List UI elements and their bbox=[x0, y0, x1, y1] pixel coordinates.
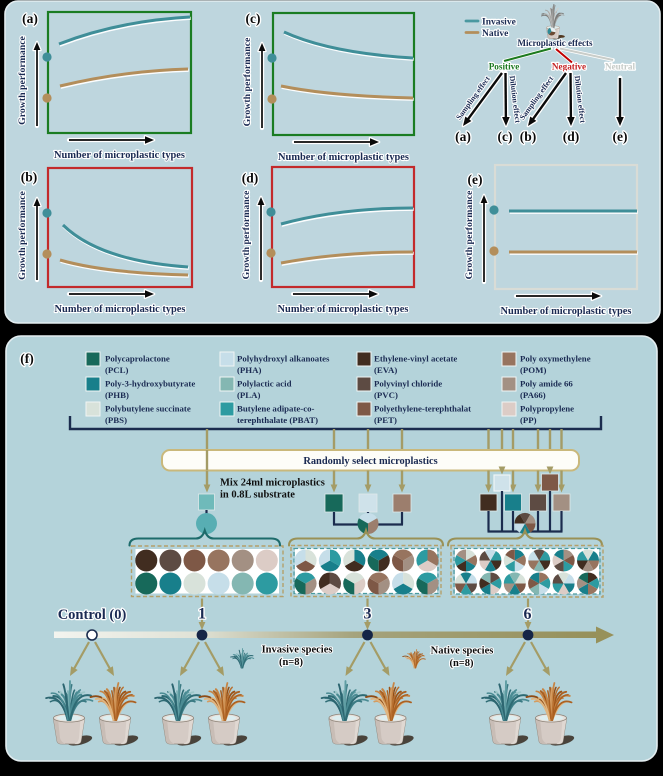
svg-text:(PHB): (PHB) bbox=[105, 390, 129, 400]
svg-text:Negative: Negative bbox=[552, 62, 586, 72]
svg-text:Polyhydroxyl alkanoates: Polyhydroxyl alkanoates bbox=[237, 354, 330, 364]
svg-text:Positive: Positive bbox=[489, 62, 520, 72]
svg-text:(n=8): (n=8) bbox=[279, 657, 304, 668]
svg-text:(a): (a) bbox=[455, 129, 471, 144]
svg-text:Growth performance: Growth performance bbox=[241, 190, 252, 279]
svg-text:(n=8): (n=8) bbox=[449, 658, 474, 669]
svg-text:(e): (e) bbox=[613, 129, 628, 144]
svg-text:Polyethylene-terephthalat: Polyethylene-terephthalat bbox=[374, 404, 471, 414]
svg-text:(EVA): (EVA) bbox=[374, 365, 397, 375]
svg-text:(PA66): (PA66) bbox=[520, 390, 546, 400]
svg-text:Number of microplastic types: Number of microplastic types bbox=[55, 304, 186, 315]
svg-text:Microplastic effects: Microplastic effects bbox=[517, 38, 593, 48]
svg-text:Poly oxymethylene: Poly oxymethylene bbox=[520, 354, 591, 364]
svg-text:Neutral: Neutral bbox=[605, 62, 636, 72]
svg-text:Growth performance: Growth performance bbox=[17, 35, 28, 124]
svg-text:(b): (b) bbox=[21, 170, 38, 185]
svg-text:Randomly select microplastics: Randomly select microplastics bbox=[303, 456, 437, 467]
svg-text:Polybutylene succinate: Polybutylene succinate bbox=[105, 404, 191, 414]
svg-text:Native species: Native species bbox=[431, 646, 494, 657]
svg-text:(c): (c) bbox=[498, 129, 513, 144]
svg-text:(PET): (PET) bbox=[374, 415, 397, 425]
svg-text:(PCL): (PCL) bbox=[105, 365, 129, 375]
svg-text:Poly-3-hydroxybutyrate: Poly-3-hydroxybutyrate bbox=[105, 379, 195, 389]
svg-text:Polylactic acid: Polylactic acid bbox=[237, 379, 292, 389]
svg-text:(d): (d) bbox=[242, 171, 259, 186]
svg-text:Polypropylene: Polypropylene bbox=[520, 404, 574, 414]
svg-text:Number of microplastic types: Number of microplastic types bbox=[278, 304, 409, 315]
svg-text:(a): (a) bbox=[22, 11, 38, 26]
svg-text:(PVC): (PVC) bbox=[374, 390, 398, 400]
svg-text:Number of microplastic types: Number of microplastic types bbox=[501, 306, 632, 317]
svg-text:Native: Native bbox=[482, 29, 508, 39]
svg-text:Number of microplastic types: Number of microplastic types bbox=[54, 150, 185, 161]
svg-text:terephthalate (PBAT): terephthalate (PBAT) bbox=[237, 415, 318, 425]
svg-text:Growth performance: Growth performance bbox=[464, 190, 475, 279]
svg-text:(PP): (PP) bbox=[520, 415, 537, 425]
svg-text:(POM): (POM) bbox=[520, 365, 546, 375]
svg-text:Growth performance: Growth performance bbox=[17, 190, 28, 279]
svg-text:(c): (c) bbox=[246, 11, 261, 26]
svg-text:Poly amide 66: Poly amide 66 bbox=[520, 379, 573, 389]
svg-text:Butylene adipate-co-: Butylene adipate-co- bbox=[237, 404, 315, 414]
svg-text:(PHA): (PHA) bbox=[237, 365, 261, 375]
svg-text:Ethylene-vinyl acetate: Ethylene-vinyl acetate bbox=[374, 354, 457, 364]
svg-text:Control (0): Control (0) bbox=[58, 607, 127, 623]
svg-text:1: 1 bbox=[198, 606, 206, 623]
svg-text:Polycaprolactone: Polycaprolactone bbox=[105, 354, 170, 364]
svg-text:Polyvinyl chloride: Polyvinyl chloride bbox=[374, 379, 442, 389]
svg-text:(e): (e) bbox=[468, 172, 483, 187]
svg-text:in 0.8L substrate: in 0.8L substrate bbox=[220, 490, 295, 501]
svg-text:(b): (b) bbox=[520, 129, 537, 144]
svg-text:Number of microplastic types: Number of microplastic types bbox=[278, 152, 409, 163]
svg-text:(f): (f) bbox=[20, 351, 34, 366]
svg-text:6: 6 bbox=[524, 606, 532, 623]
svg-text:(PLA): (PLA) bbox=[237, 390, 261, 400]
svg-text:(PBS): (PBS) bbox=[105, 415, 127, 425]
svg-text:3: 3 bbox=[364, 606, 372, 623]
svg-text:(d): (d) bbox=[563, 129, 580, 144]
svg-text:Mix 24ml microplastics: Mix 24ml microplastics bbox=[220, 478, 325, 489]
svg-text:Invasive species: Invasive species bbox=[262, 645, 333, 656]
svg-text:Invasive: Invasive bbox=[482, 18, 516, 28]
svg-text:Growth performance: Growth performance bbox=[242, 37, 253, 126]
